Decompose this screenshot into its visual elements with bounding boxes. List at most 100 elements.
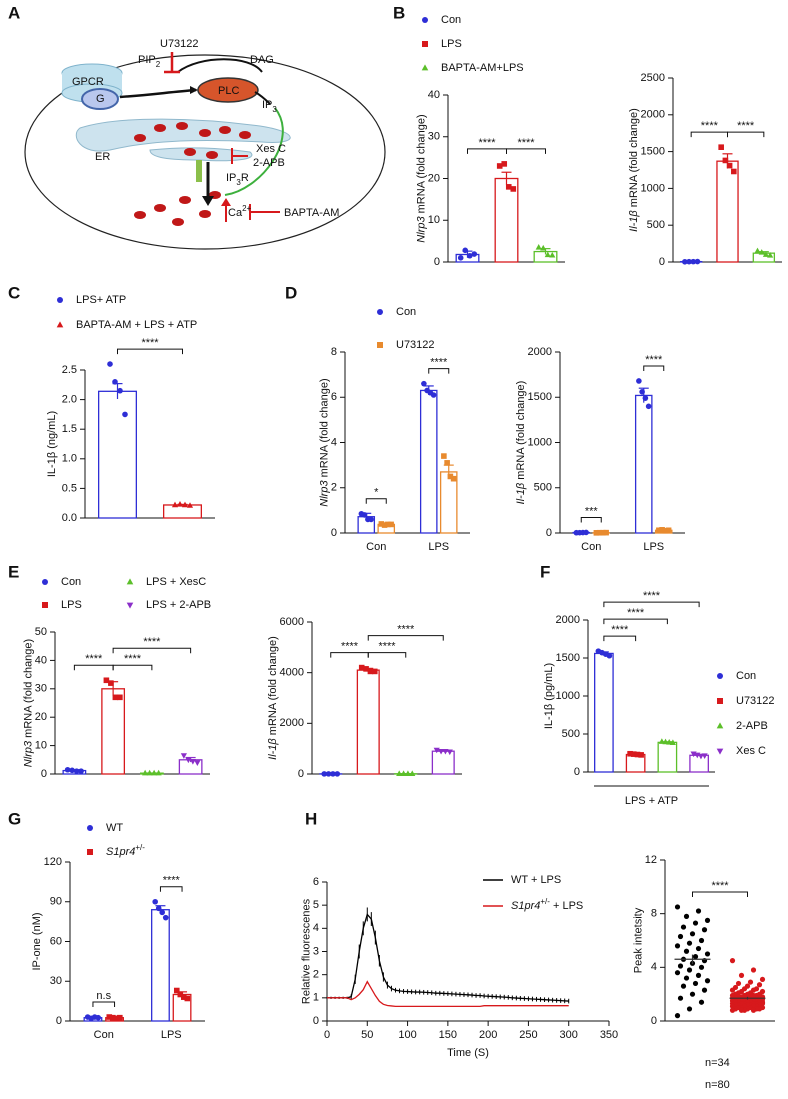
data-point xyxy=(334,771,341,777)
significance-bracket xyxy=(690,131,728,138)
legend-label: LPS + XesC xyxy=(146,576,206,588)
data-point xyxy=(750,967,757,973)
data-point xyxy=(603,529,609,536)
bar xyxy=(98,390,138,519)
data-point xyxy=(78,768,84,774)
data-point xyxy=(658,738,665,744)
data-point xyxy=(583,529,589,536)
ip3r xyxy=(196,160,202,182)
significance-label: **** xyxy=(378,641,396,653)
y-tick-label: 1.0 xyxy=(62,453,77,465)
data-point xyxy=(113,1015,120,1022)
er xyxy=(149,147,253,162)
data-point xyxy=(674,970,681,976)
significance-bracket xyxy=(692,891,748,897)
panel-label: D xyxy=(285,283,297,302)
legend-label: Con xyxy=(61,576,81,588)
significance-bracket xyxy=(603,601,700,608)
data-point xyxy=(680,983,687,989)
data-point xyxy=(450,475,457,482)
diagram-label: U73122 xyxy=(160,38,199,50)
data-point xyxy=(674,904,681,910)
bar xyxy=(356,669,380,775)
y-tick-label: 1500 xyxy=(556,652,580,664)
diagram-label: G xyxy=(96,93,105,105)
panel-label: E xyxy=(8,562,19,581)
legend-label: BAPTA-AM+LPS xyxy=(441,62,524,74)
legend-marker xyxy=(422,17,428,23)
data-point xyxy=(692,954,699,960)
y-tick-label: 8 xyxy=(651,908,657,920)
legend-marker xyxy=(126,578,134,585)
significance-bracket xyxy=(92,1001,116,1008)
y-tick-label: 20 xyxy=(428,172,440,184)
data-point xyxy=(106,1014,113,1020)
text-part: mRNA (fold change) xyxy=(319,378,331,480)
data-point xyxy=(361,512,368,518)
data-point xyxy=(162,914,169,921)
y-tick-label: 2000 xyxy=(528,346,552,358)
text-part: 3 xyxy=(236,178,241,187)
significance-bracket xyxy=(367,635,444,641)
diagram-label: IP3R xyxy=(226,172,249,187)
legend-marker xyxy=(57,297,63,303)
arrowhead xyxy=(202,196,214,206)
data-point xyxy=(680,924,687,930)
data-point xyxy=(677,963,684,969)
y-tick-label: 1500 xyxy=(528,391,552,403)
text-part: PLC xyxy=(218,85,239,97)
data-point xyxy=(159,909,166,916)
data-point xyxy=(686,258,692,265)
data-point xyxy=(155,769,162,776)
significance-label: **** xyxy=(141,337,159,349)
data-point xyxy=(738,1007,745,1013)
text-part: Ca xyxy=(228,207,243,219)
data-point xyxy=(112,694,119,701)
text-part: IP-one (nM) xyxy=(31,912,43,970)
data-point xyxy=(388,521,394,528)
y-tick-label: 2 xyxy=(313,969,319,981)
panel-label: H xyxy=(305,809,317,828)
legend-label: WT xyxy=(106,822,123,834)
significance-label: **** xyxy=(611,624,629,636)
data-point xyxy=(176,501,184,507)
data-point xyxy=(64,766,71,773)
text-part: 2-APB xyxy=(253,157,285,169)
x-tick-label: LPS xyxy=(161,1029,182,1041)
legend-marker xyxy=(377,342,383,348)
data-point xyxy=(367,668,374,675)
y-tick-label: 4 xyxy=(331,436,337,448)
significance-bracket xyxy=(117,348,183,355)
y-tick-label: 50 xyxy=(35,626,47,638)
significance-label: * xyxy=(374,487,379,499)
y-axis-label: Peak intetsity xyxy=(632,907,644,973)
text-part: Relative fluorescenes xyxy=(301,898,313,1004)
y-tick-label: 1500 xyxy=(641,146,665,158)
y-tick-label: 0 xyxy=(546,527,552,539)
significance-bracket xyxy=(428,368,450,374)
data-point xyxy=(496,163,503,169)
significance-label: **** xyxy=(517,137,535,149)
data-point xyxy=(596,529,603,536)
data-point xyxy=(540,244,547,251)
diagram-label: DAG xyxy=(250,54,274,66)
data-point xyxy=(444,460,450,466)
significance-label: **** xyxy=(143,636,161,648)
text-part: Peak intetsity xyxy=(632,907,644,973)
legend-marker xyxy=(87,825,93,831)
g-protein xyxy=(81,88,119,110)
y-tick-label: 90 xyxy=(50,896,62,908)
data-point xyxy=(396,770,403,776)
data-point xyxy=(186,502,194,508)
data-point xyxy=(112,379,118,385)
data-point xyxy=(692,920,699,926)
data-point xyxy=(117,1014,123,1021)
panel-label: C xyxy=(8,283,20,302)
data-point xyxy=(155,905,162,912)
data-point xyxy=(689,991,696,997)
data-point xyxy=(606,652,613,659)
data-point xyxy=(662,527,669,534)
legend-label: BAPTA-AM + LPS + ATP xyxy=(76,319,197,331)
y-tick-label: 10 xyxy=(428,214,440,226)
